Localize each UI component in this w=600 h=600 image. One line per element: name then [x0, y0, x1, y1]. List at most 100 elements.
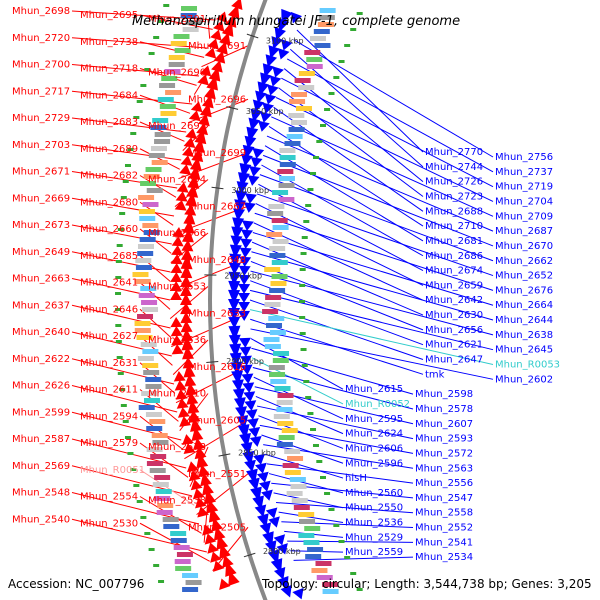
gc-marker	[344, 44, 351, 47]
gene-label: Mhun_2674	[425, 266, 483, 277]
feature-block	[154, 475, 171, 480]
label-connector	[296, 29, 424, 153]
gene-arrow	[184, 204, 197, 216]
gene-arrow	[269, 75, 282, 87]
gc-marker	[320, 476, 327, 479]
label-connector	[207, 18, 211, 39]
gene-arrow	[241, 220, 254, 231]
gene-label: Mhun_2556	[415, 478, 473, 489]
feature-block	[268, 365, 285, 370]
gc-marker	[356, 12, 363, 15]
genome-summary-text: Topology: circular; Length: 3,544,738 bp…	[261, 577, 592, 591]
gc-marker	[127, 452, 134, 455]
gene-label: Mhun_2719	[495, 182, 553, 193]
gc-marker	[350, 572, 357, 575]
gene-arrow	[176, 182, 189, 193]
gene-arrow	[199, 65, 212, 77]
feature-block	[149, 468, 166, 473]
feature-block	[264, 267, 281, 272]
gene-label: Mhun_2653	[148, 282, 206, 293]
gc-marker	[303, 220, 310, 223]
feature-block	[175, 566, 192, 571]
gene-arrow	[183, 137, 196, 149]
feature-block	[304, 526, 321, 531]
gene-arrow	[281, 39, 293, 51]
gene-label: Mhun_2704	[495, 196, 553, 207]
feature-block	[273, 351, 290, 356]
gene-arrow	[199, 102, 212, 118]
feature-block	[152, 482, 169, 487]
gene-arrow	[170, 263, 183, 274]
feature-block	[161, 76, 178, 81]
gene-arrow	[188, 110, 201, 122]
feature-block	[145, 412, 162, 417]
gene-label: Mhun_2693	[148, 121, 206, 132]
gene-arrow	[265, 507, 278, 519]
gene-arrow	[216, 533, 229, 550]
gene-arrow	[238, 292, 251, 303]
gene-arrow	[233, 397, 246, 412]
gene-arrow	[176, 398, 189, 409]
label-connector	[139, 308, 172, 338]
feature-block	[138, 293, 155, 298]
gene-arrow	[267, 84, 279, 96]
feature-block	[157, 503, 174, 508]
gc-marker	[116, 356, 123, 359]
feature-block	[143, 398, 160, 403]
gc-marker	[158, 580, 165, 583]
label-connector	[71, 64, 200, 77]
gene-arrow	[192, 488, 205, 500]
gene-arrow	[231, 379, 244, 393]
feature-block	[322, 582, 339, 587]
feature-block	[156, 510, 173, 515]
feature-block	[173, 545, 190, 550]
feature-block	[284, 470, 301, 475]
feature-block	[185, 580, 202, 585]
label-connector	[71, 171, 178, 189]
gc-marker	[305, 204, 312, 207]
gene-arrow	[190, 417, 202, 432]
feature-block	[268, 204, 285, 209]
label-connector	[249, 289, 494, 351]
gene-arrow	[233, 208, 246, 222]
label-connector	[254, 386, 414, 425]
gc-marker	[333, 76, 340, 79]
gene-label: Mhun_2676	[495, 285, 553, 296]
tick-mark	[206, 361, 219, 363]
gene-arrow	[196, 452, 209, 469]
gene-label: Mhun_2573	[148, 442, 206, 453]
feature-block	[305, 554, 322, 559]
gene-label: Mhun_2656	[425, 325, 483, 336]
gene-label: Mhun_2606	[345, 443, 403, 454]
gene-arrow	[236, 181, 249, 195]
tick-label: 2800 kbp	[263, 547, 301, 556]
label-connector	[203, 500, 209, 543]
gene-arrow	[258, 480, 271, 492]
gene-arrow	[185, 128, 198, 140]
gene-label: Mhun_2548	[12, 488, 70, 499]
gene-arrow	[228, 289, 241, 305]
map-title: Methanospirillum hungatei JF-1, complete…	[132, 14, 460, 29]
feature-block	[277, 421, 294, 426]
gene-arrow	[241, 153, 253, 167]
gene-label: Mhun_2622	[12, 354, 70, 365]
gene-label: Mhun_2701	[148, 14, 206, 25]
feature-block	[173, 34, 190, 39]
gene-label: Mhun_2699	[188, 148, 246, 159]
gene-arrow	[188, 409, 201, 423]
gene-label: Mhun_2698	[12, 6, 70, 17]
label-connector	[255, 203, 424, 286]
gene-label: Mhun_2552	[415, 523, 473, 534]
gene-arrow	[207, 38, 219, 50]
tick-label: 3050 kbp	[246, 107, 284, 116]
gene-arrow	[277, 17, 290, 33]
gene-arrow	[245, 193, 257, 204]
label-connector	[266, 135, 494, 232]
gene-arrow	[190, 479, 203, 491]
feature-block	[135, 265, 152, 270]
feature-block	[262, 309, 279, 314]
gene-label: Mhun_2664	[495, 300, 553, 311]
gc-marker	[117, 372, 124, 375]
gc-marker	[301, 364, 308, 367]
gene-arrow	[253, 453, 265, 465]
